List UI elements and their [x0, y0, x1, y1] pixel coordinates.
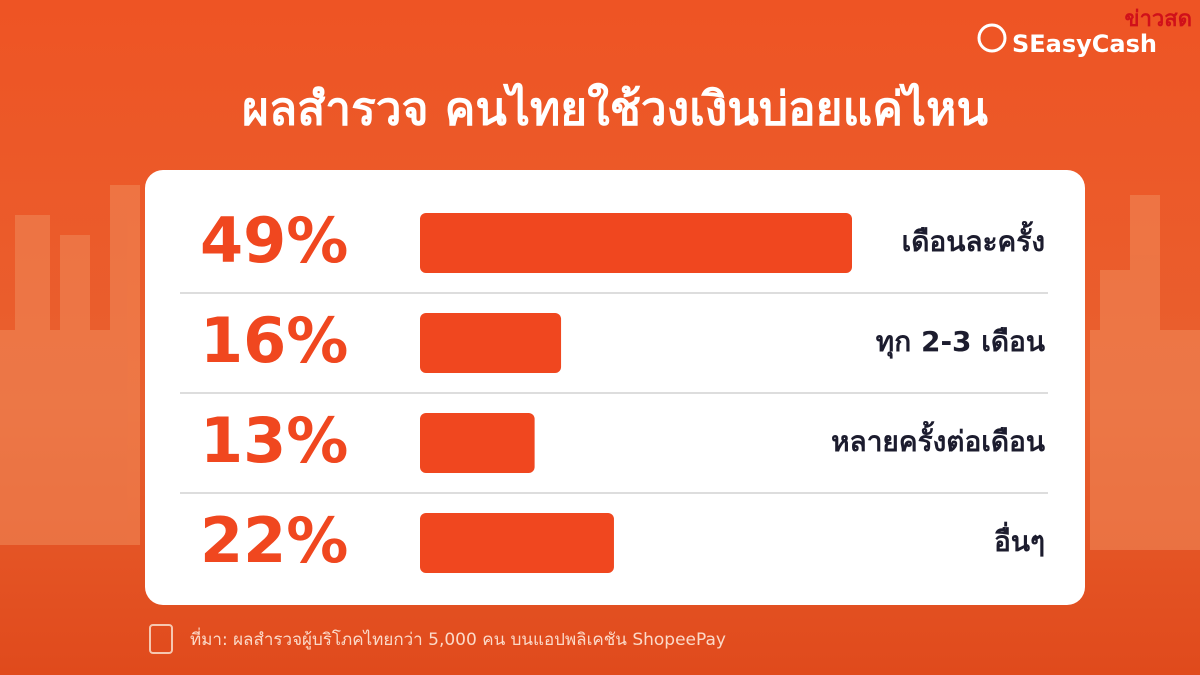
city-decoration	[0, 185, 1200, 550]
footer: ที่มา: ผลสำรวจผู้บริโภคไทยกว่า 5,000 คน …	[149, 624, 726, 654]
logo-text: SEasyCash	[1012, 30, 1157, 58]
bar	[420, 313, 562, 373]
logo: SEasyCash	[977, 23, 1157, 58]
watermark: ข่าวสด	[1125, 7, 1192, 32]
bar	[420, 213, 852, 273]
category-label: ทุก 2-3 เดือน	[876, 325, 1045, 359]
value-label: 49%	[200, 204, 348, 277]
category-label: หลายครั้งต่อเดือน	[831, 420, 1045, 458]
category-label: เดือนละครั้ง	[902, 220, 1045, 258]
value-label: 16%	[200, 304, 348, 377]
category-label: อื่นๆ	[994, 521, 1045, 558]
bar	[420, 413, 535, 473]
chart-title: ผลสำรวจ คนไทยใช้วงเงินบ่อยแค่ไหน	[242, 82, 988, 136]
value-label: 13%	[200, 404, 348, 477]
bar	[420, 513, 614, 573]
value-label: 22%	[200, 504, 348, 577]
card	[145, 170, 1085, 605]
source-note: ที่มา: ผลสำรวจผู้บริโภคไทยกว่า 5,000 คน …	[190, 627, 726, 650]
